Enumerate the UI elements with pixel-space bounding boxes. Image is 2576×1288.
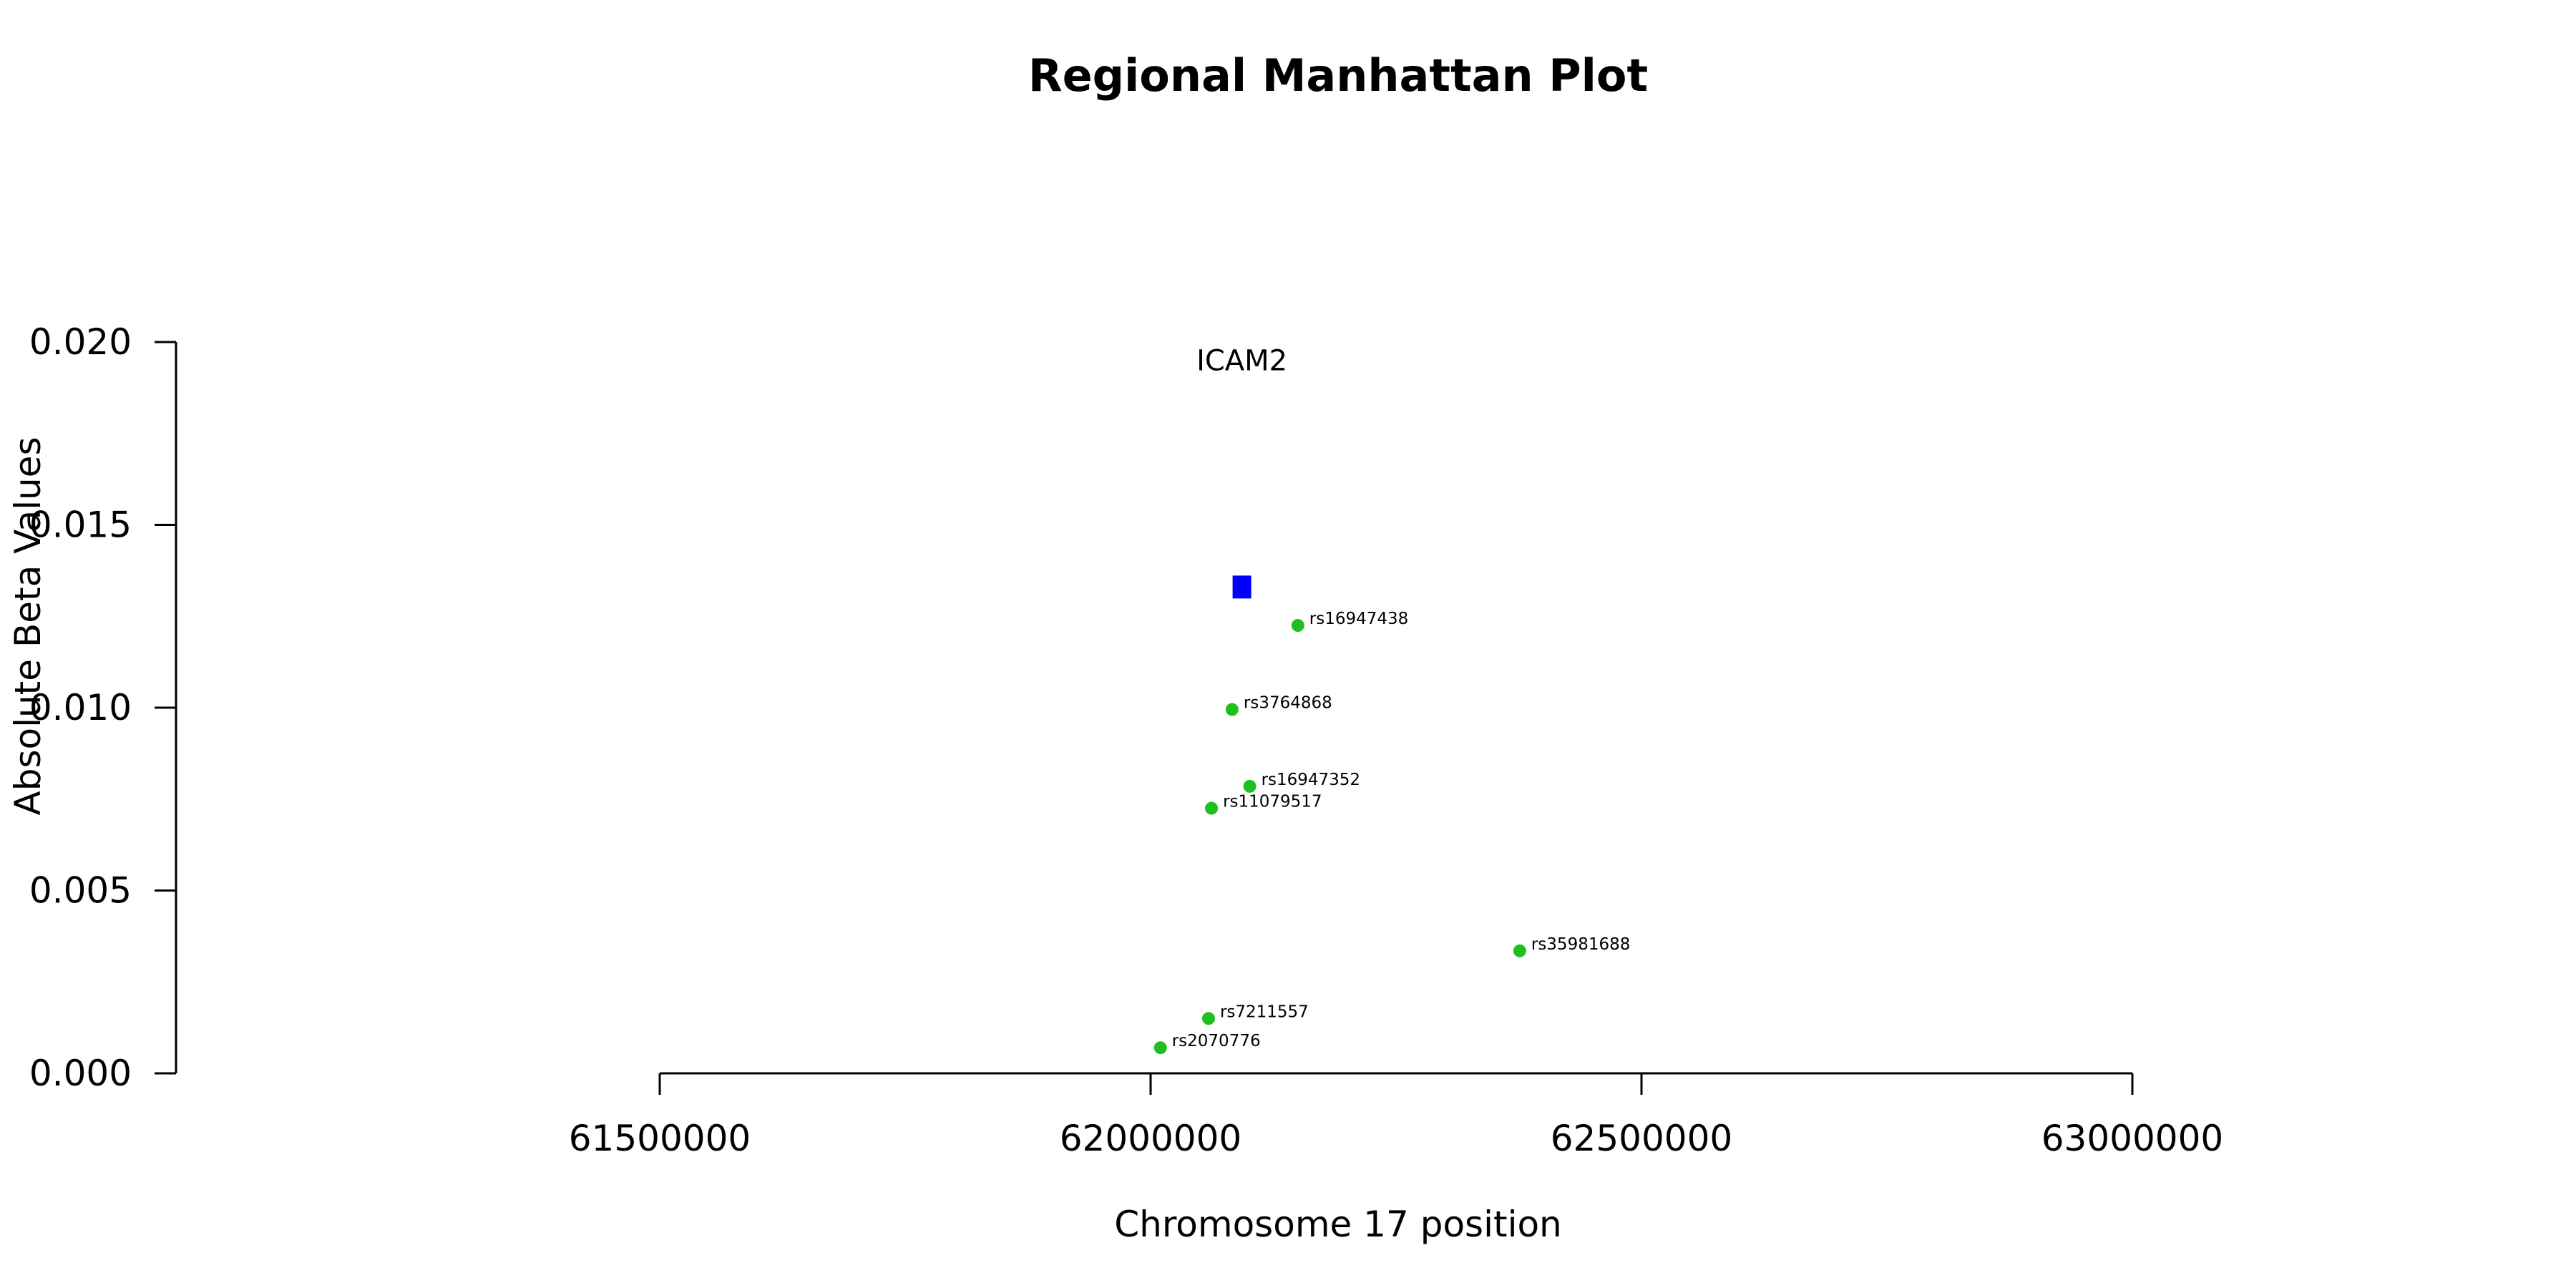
x-axis-title: Chromosome 17 position [1114,1204,1562,1245]
snp-point [1513,944,1526,957]
x-tick-label: 63000000 [2041,1118,2224,1159]
snp-label: rs16947352 [1262,771,1361,789]
snp-point [1205,801,1219,815]
gene-marker [1232,575,1252,599]
snp-label: rs7211557 [1220,1002,1309,1021]
snp-label: rs35981688 [1531,935,1631,954]
snp-label: rs11079517 [1223,793,1322,811]
snp-label: rs2070776 [1172,1032,1261,1050]
x-tick-label: 62500000 [1551,1118,1733,1159]
x-axis: 61500000 62000000 62500000 63000000 [569,1072,2224,1159]
y-tick-label: 0.015 [29,504,132,546]
gene-layer: ICAM2 [1196,345,1287,599]
snp-point [1291,619,1304,633]
snp-label: rs16947438 [1309,610,1409,628]
snp-points: rs16947438 rs3764868 rs16947352 rs11079517 r… [1153,610,1631,1055]
y-axis: 0.000 0.005 0.010 0.015 0.020 [29,321,177,1094]
y-tick-label: 0.005 [29,870,132,912]
snp-point [1153,1041,1167,1055]
snp-point [1201,1012,1215,1025]
chart-title: Regional Manhattan Plot [1028,49,1648,102]
y-tick-label: 0.010 [29,687,132,728]
x-tick-label: 61500000 [569,1118,751,1159]
y-tick-label: 0.000 [29,1053,132,1094]
y-tick-label: 0.020 [29,321,132,363]
snp-label: rs3764868 [1244,694,1332,713]
snp-point [1225,703,1239,716]
x-tick-label: 62000000 [1060,1118,1242,1159]
gene-label: ICAM2 [1196,345,1287,378]
y-axis-title: Absolute Beta Values [7,437,49,816]
snp-point [1243,779,1257,793]
